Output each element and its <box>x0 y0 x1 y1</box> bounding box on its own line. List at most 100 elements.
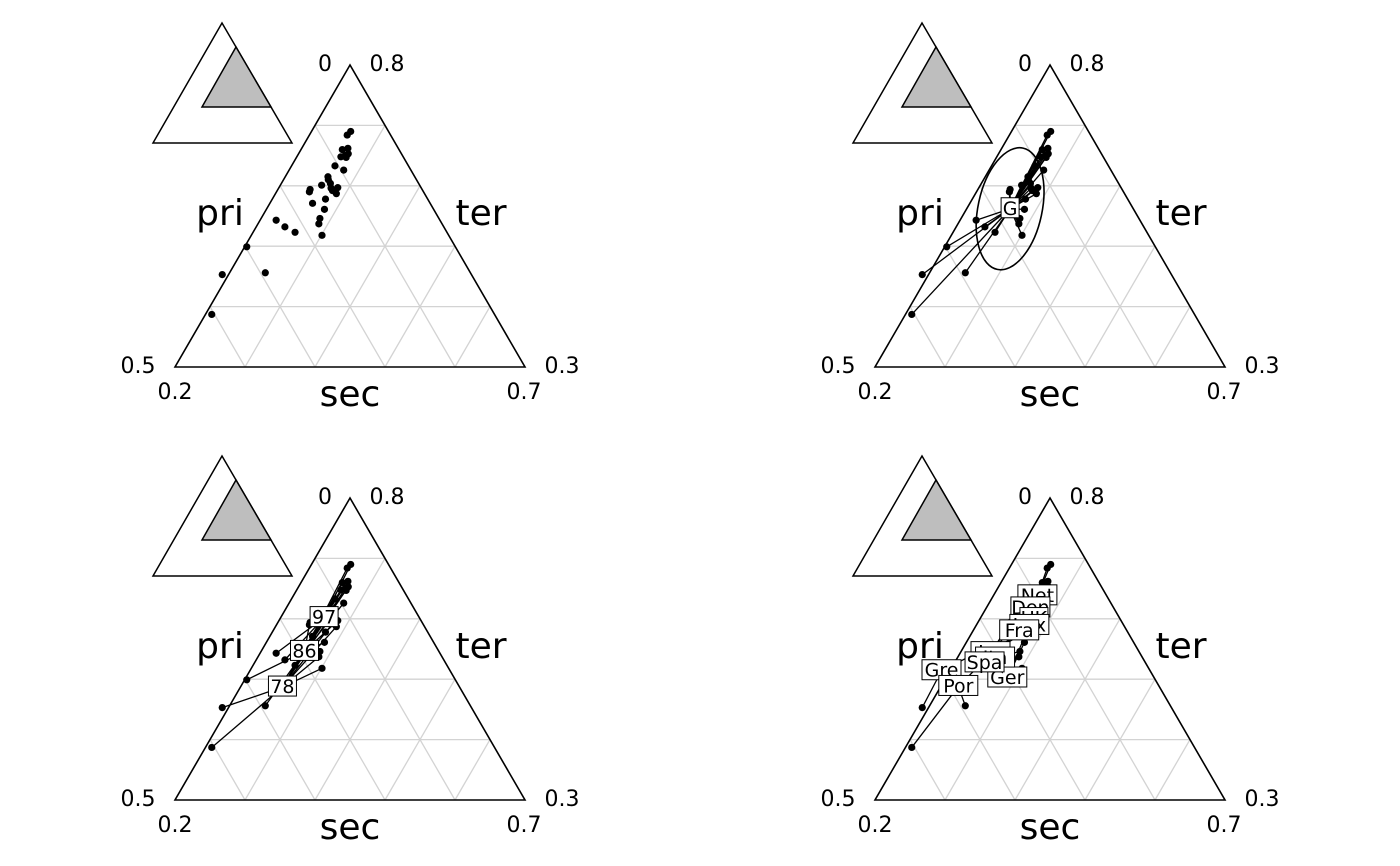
group-label-box <box>309 606 339 628</box>
group-label-box <box>290 639 319 661</box>
group-label-text: Spa <box>967 652 1003 674</box>
axis-label-right: ter <box>1155 626 1206 667</box>
axis-label-right: ter <box>1155 193 1206 234</box>
center-label-text: G <box>1003 198 1018 220</box>
corner-tick-top-right: 0.8 <box>1070 485 1105 510</box>
data-point <box>961 702 969 710</box>
grid-line <box>1014 185 1121 368</box>
grid-line <box>209 739 246 801</box>
grid-line <box>209 306 246 368</box>
grid-lines <box>209 124 491 368</box>
data-point <box>321 195 330 203</box>
ternary-panel-bottom-left: 0 0.8 0.50.2 0.30.7 pri ter sec 97 86 78 <box>121 454 580 848</box>
data-point <box>291 228 299 236</box>
grid-line <box>944 125 1086 368</box>
axis-label-left: pri <box>196 193 244 234</box>
corner-tick-left-bottom: 0.2 <box>858 380 893 405</box>
corner-tick-right-bottom: 0.7 <box>507 813 542 838</box>
group-label-fra: Fra <box>999 619 1040 642</box>
group-label-78: 78 <box>267 675 297 698</box>
group-label-box <box>964 651 1005 673</box>
center-label: G <box>1000 197 1020 220</box>
group-label-box <box>267 675 297 697</box>
axis-label-bottom: sec <box>1020 807 1081 848</box>
group-connector <box>911 686 959 748</box>
corner-tick-top-left: 0 <box>318 485 332 510</box>
corner-tick-right-bottom: 0.7 <box>1207 813 1242 838</box>
data-point <box>315 220 323 228</box>
corner-tick-top-right: 0.8 <box>1070 52 1105 77</box>
group-label-spa: Spa <box>964 651 1005 674</box>
group-label-box <box>938 674 979 696</box>
data-point <box>338 145 346 154</box>
data-points <box>208 127 355 319</box>
spoke-line <box>946 208 1011 248</box>
axis-label-left: pri <box>196 626 244 667</box>
axis-label-right: ter <box>455 626 506 667</box>
group-label-text: 86 <box>292 640 316 662</box>
grid-line <box>1014 618 1121 801</box>
corner-tick-top-left: 0 <box>318 52 332 77</box>
data-point <box>342 153 350 162</box>
group-label-text: 97 <box>312 607 336 629</box>
corner-tick-right-bottom: 0.7 <box>507 380 542 405</box>
corner-tick-left-bottom: 0.2 <box>158 380 193 405</box>
data-point <box>261 269 269 277</box>
grid-line <box>454 306 491 368</box>
ternary-panel-bottom-right: 00.80.50.20.30.7pritersecNetDenUKLuxFraG… <box>821 454 1280 848</box>
grid-lines <box>209 557 491 801</box>
corner-tick-right-top: 0.3 <box>545 787 580 812</box>
axis-label-bottom: sec <box>1020 374 1081 415</box>
corner-tick-top-right: 0.8 <box>370 52 405 77</box>
data-point <box>344 144 352 152</box>
corner-tick-left-top: 0.5 <box>821 354 856 379</box>
data-point <box>340 166 348 174</box>
data-point <box>208 310 216 319</box>
overview-zoom-region <box>200 478 273 541</box>
grid-line <box>314 185 421 368</box>
center-label-box <box>1000 197 1020 219</box>
grid-line <box>909 739 946 801</box>
data-point <box>318 181 326 189</box>
ternary-panel-top-right: 0 0.8 0.50.2 0.30.7 pri ter sec G <box>821 21 1280 415</box>
corner-tick-top-left: 0 <box>1018 52 1032 77</box>
overview-zoom-region <box>900 478 973 541</box>
overview-zoom-region <box>900 45 973 108</box>
data-point <box>243 676 251 684</box>
data-point <box>320 205 329 213</box>
confidence-ellipse <box>975 146 1045 271</box>
group-label-text: Fra <box>1005 620 1034 642</box>
data-point <box>343 131 351 139</box>
data-point <box>316 214 324 223</box>
axis-label-bottom: sec <box>320 807 381 848</box>
ternary-triangle <box>173 496 527 801</box>
corner-tick-left-top: 0.5 <box>121 354 156 379</box>
axis-label-right: ter <box>455 193 506 234</box>
group-label-text: Ger <box>990 667 1024 689</box>
corner-tick-left-bottom: 0.2 <box>858 813 893 838</box>
group-label-86: 86 <box>290 639 319 662</box>
corner-tick-left-bottom: 0.2 <box>158 813 193 838</box>
data-point <box>318 231 326 239</box>
data-point <box>334 184 342 192</box>
corner-tick-right-top: 0.3 <box>545 354 580 379</box>
group-label-por: Por <box>938 674 979 697</box>
grid-line <box>314 618 421 801</box>
data-point <box>272 216 280 224</box>
corner-tick-right-bottom: 0.7 <box>1207 380 1242 405</box>
group-label-box <box>999 619 1040 641</box>
data-point <box>337 153 345 161</box>
grid-line <box>1154 739 1191 801</box>
grid-line <box>1154 306 1191 368</box>
group-label-97: 97 <box>309 606 339 629</box>
group-label-text: 78 <box>270 676 294 698</box>
corner-tick-left-top: 0.5 <box>121 787 156 812</box>
corner-tick-top-right: 0.8 <box>370 485 405 510</box>
spoke-line <box>964 208 1011 274</box>
corner-tick-left-top: 0.5 <box>821 787 856 812</box>
grid-line <box>909 306 946 368</box>
data-point <box>324 176 332 184</box>
ternary-triangle <box>873 496 1227 801</box>
ternary-panel-top-left: 0 0.8 0.50.2 0.30.7 pri ter sec <box>121 21 580 415</box>
